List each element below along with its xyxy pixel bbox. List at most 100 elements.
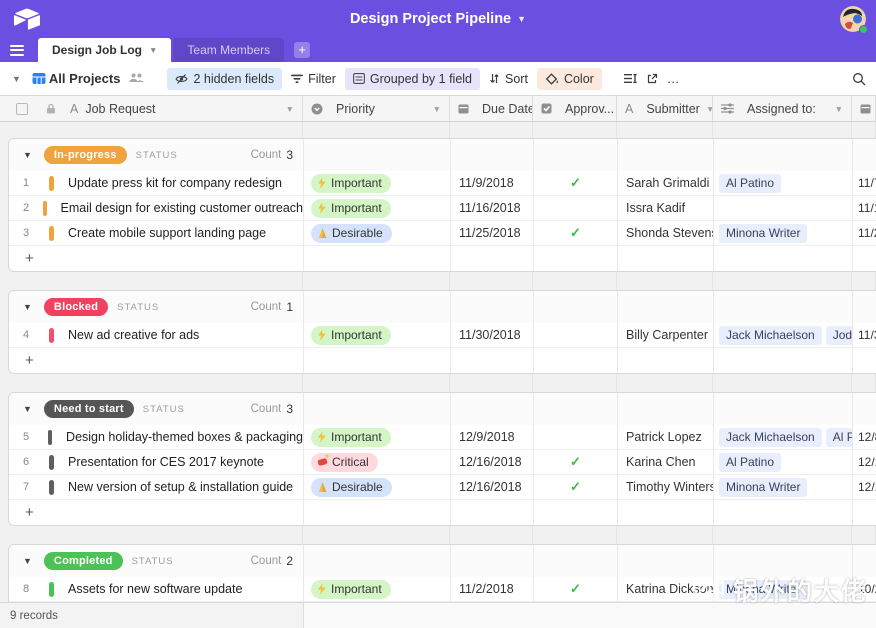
end-date-cell[interactable]: 11/2 — [853, 221, 876, 246]
priority-cell[interactable]: Important — [304, 171, 451, 196]
priority-cell[interactable]: Important — [304, 425, 451, 450]
approved-cell[interactable]: ✓ — [534, 475, 618, 500]
priority-cell[interactable]: Critical — [304, 450, 451, 475]
due-date-cell[interactable]: 11/25/2018 — [451, 221, 534, 246]
table-row[interactable]: 2 Email design for existing customer outr… — [9, 196, 876, 221]
submitter-cell[interactable]: Patrick Lopez — [618, 425, 714, 450]
sidebar-menu-icon[interactable] — [10, 42, 24, 58]
end-date-cell[interactable]: 12/1 — [853, 475, 876, 500]
table-row[interactable]: 4 New ad creative for ads Important 11/30… — [9, 323, 876, 348]
approved-cell[interactable]: ✓ — [534, 450, 618, 475]
add-record-icon[interactable]: + — [25, 352, 34, 369]
collapse-group-icon[interactable]: ▼ — [23, 150, 32, 160]
priority-cell[interactable]: Desirable — [304, 475, 451, 500]
approved-cell[interactable] — [534, 196, 618, 221]
priority-cell[interactable]: Important — [304, 323, 451, 348]
filter-button[interactable]: Filter — [291, 72, 336, 86]
chevron-down-icon[interactable]: ▼ — [432, 103, 441, 114]
row-height-button[interactable] — [623, 73, 637, 84]
table-row[interactable]: 3 Create mobile support landing page Desi… — [9, 221, 876, 246]
table-row[interactable]: 6 Presentation for CES 2017 keynote Criti… — [9, 450, 876, 475]
due-date-cell[interactable]: 12/9/2018 — [451, 425, 534, 450]
due-date-cell[interactable]: 11/30/2018 — [451, 323, 534, 348]
priority-cell[interactable]: Important — [304, 577, 451, 602]
column-header-priority[interactable]: Priority ▼ — [303, 96, 450, 121]
submitter-cell[interactable]: Issra Kadif — [618, 196, 714, 221]
end-date-cell[interactable]: 11/30 — [853, 323, 876, 348]
airtable-logo-icon[interactable] — [14, 8, 41, 30]
table-row[interactable]: 7 New version of setup & installation gui… — [9, 475, 876, 500]
due-date-cell[interactable]: 12/16/2018 — [451, 450, 534, 475]
assigned-to-cell[interactable]: Minona Writer — [714, 577, 853, 602]
more-options-button[interactable]: … — [666, 71, 680, 86]
add-record-row[interactable]: + — [9, 246, 876, 271]
submitter-cell[interactable]: Timothy Winters — [618, 475, 714, 500]
collapse-group-icon[interactable]: ▼ — [23, 556, 32, 566]
search-button[interactable] — [852, 72, 866, 86]
column-header-due-date[interactable]: Due Date ▼ — [450, 96, 533, 121]
chevron-down-icon[interactable]: ▼ — [285, 103, 294, 114]
priority-cell[interactable]: Important — [304, 196, 451, 221]
assigned-to-cell[interactable] — [714, 196, 853, 221]
submitter-cell[interactable]: Shonda Stevens — [618, 221, 714, 246]
approved-cell[interactable] — [534, 323, 618, 348]
share-view-button[interactable] — [646, 73, 658, 85]
end-date-cell[interactable]: 12/1 — [853, 450, 876, 475]
priority-cell[interactable]: Desirable — [304, 221, 451, 246]
hide-fields-button[interactable]: 2 hidden fields — [167, 67, 283, 90]
approved-cell[interactable]: ✓ — [534, 577, 618, 602]
end-date-cell[interactable]: 11/11 — [853, 196, 876, 221]
due-date-cell[interactable]: 11/16/2018 — [451, 196, 534, 221]
color-button[interactable]: Color — [536, 67, 602, 90]
group-button[interactable]: Grouped by 1 field — [344, 67, 481, 90]
add-record-icon[interactable]: + — [25, 504, 34, 521]
chevron-down-icon[interactable]: ▼ — [706, 104, 712, 114]
approved-cell[interactable]: ✓ — [534, 171, 618, 196]
lock-icon — [46, 103, 56, 114]
approved-cell[interactable] — [534, 425, 618, 450]
assigned-to-cell[interactable]: Minona Writer — [714, 475, 853, 500]
view-switcher[interactable]: All Projects — [32, 71, 120, 86]
chevron-down-icon[interactable]: ▼ — [149, 45, 158, 55]
column-header-submitter[interactable]: A Submitter ▼ — [617, 96, 713, 121]
end-date-cell[interactable]: 10/2 — [853, 577, 876, 602]
column-header-approved[interactable]: Approv... ▼ — [533, 96, 617, 121]
due-date-cell[interactable]: 11/2/2018 — [451, 577, 534, 602]
assigned-to-cell[interactable]: Al Patino — [714, 450, 853, 475]
sort-button[interactable]: Sort — [489, 72, 528, 86]
select-all-checkbox[interactable] — [16, 102, 28, 115]
add-record-row[interactable]: + — [9, 500, 876, 525]
approved-cell[interactable]: ✓ — [534, 221, 618, 246]
due-date-cell[interactable]: 11/9/2018 — [451, 171, 534, 196]
group-count: Count 3 — [250, 148, 293, 162]
column-header-end-date[interactable]: E — [852, 96, 876, 121]
submitter-cell[interactable]: Karina Chen — [618, 450, 714, 475]
base-title[interactable]: Design Project Pipeline ▼ — [350, 11, 526, 27]
views-sidebar-toggle-icon[interactable]: ▼ — [12, 73, 21, 84]
chevron-down-icon[interactable]: ▼ — [834, 103, 843, 114]
add-table-button[interactable]: + — [294, 42, 311, 58]
submitter-cell[interactable]: Billy Carpenter — [618, 323, 714, 348]
table-row[interactable]: 8 Assets for new software update Importan… — [9, 577, 876, 602]
end-date-cell[interactable]: 11/7 — [853, 171, 876, 196]
end-date-cell[interactable]: 12/8 — [853, 425, 876, 450]
table-row[interactable]: 1 Update press kit for company redesign I… — [9, 171, 876, 196]
column-header-job-request[interactable]: A Job Request ▼ — [0, 96, 303, 121]
submitter-cell[interactable]: Katrina Dickson — [618, 577, 714, 602]
assigned-to-cell[interactable]: Minona Writer — [714, 221, 853, 246]
column-header-assigned-to[interactable]: Assigned to: ▼ — [713, 96, 852, 121]
assigned-to-cell[interactable]: Al Patino — [714, 171, 853, 196]
due-date-cell[interactable]: 12/16/2018 — [451, 475, 534, 500]
add-record-row[interactable]: + — [9, 348, 876, 373]
tab-design-job-log[interactable]: Design Job Log ▼ — [38, 38, 172, 62]
tab-team-members[interactable]: Team Members — [173, 38, 285, 62]
submitter-cell[interactable]: Sarah Grimaldi — [618, 171, 714, 196]
collapse-group-icon[interactable]: ▼ — [23, 302, 32, 312]
avatar[interactable] — [840, 6, 868, 34]
table-row[interactable]: 5 Design holiday-themed boxes & packaging… — [9, 425, 876, 450]
add-record-icon[interactable]: + — [25, 250, 34, 267]
collapse-group-icon[interactable]: ▼ — [23, 404, 32, 414]
collaborator-field-icon — [721, 103, 734, 114]
